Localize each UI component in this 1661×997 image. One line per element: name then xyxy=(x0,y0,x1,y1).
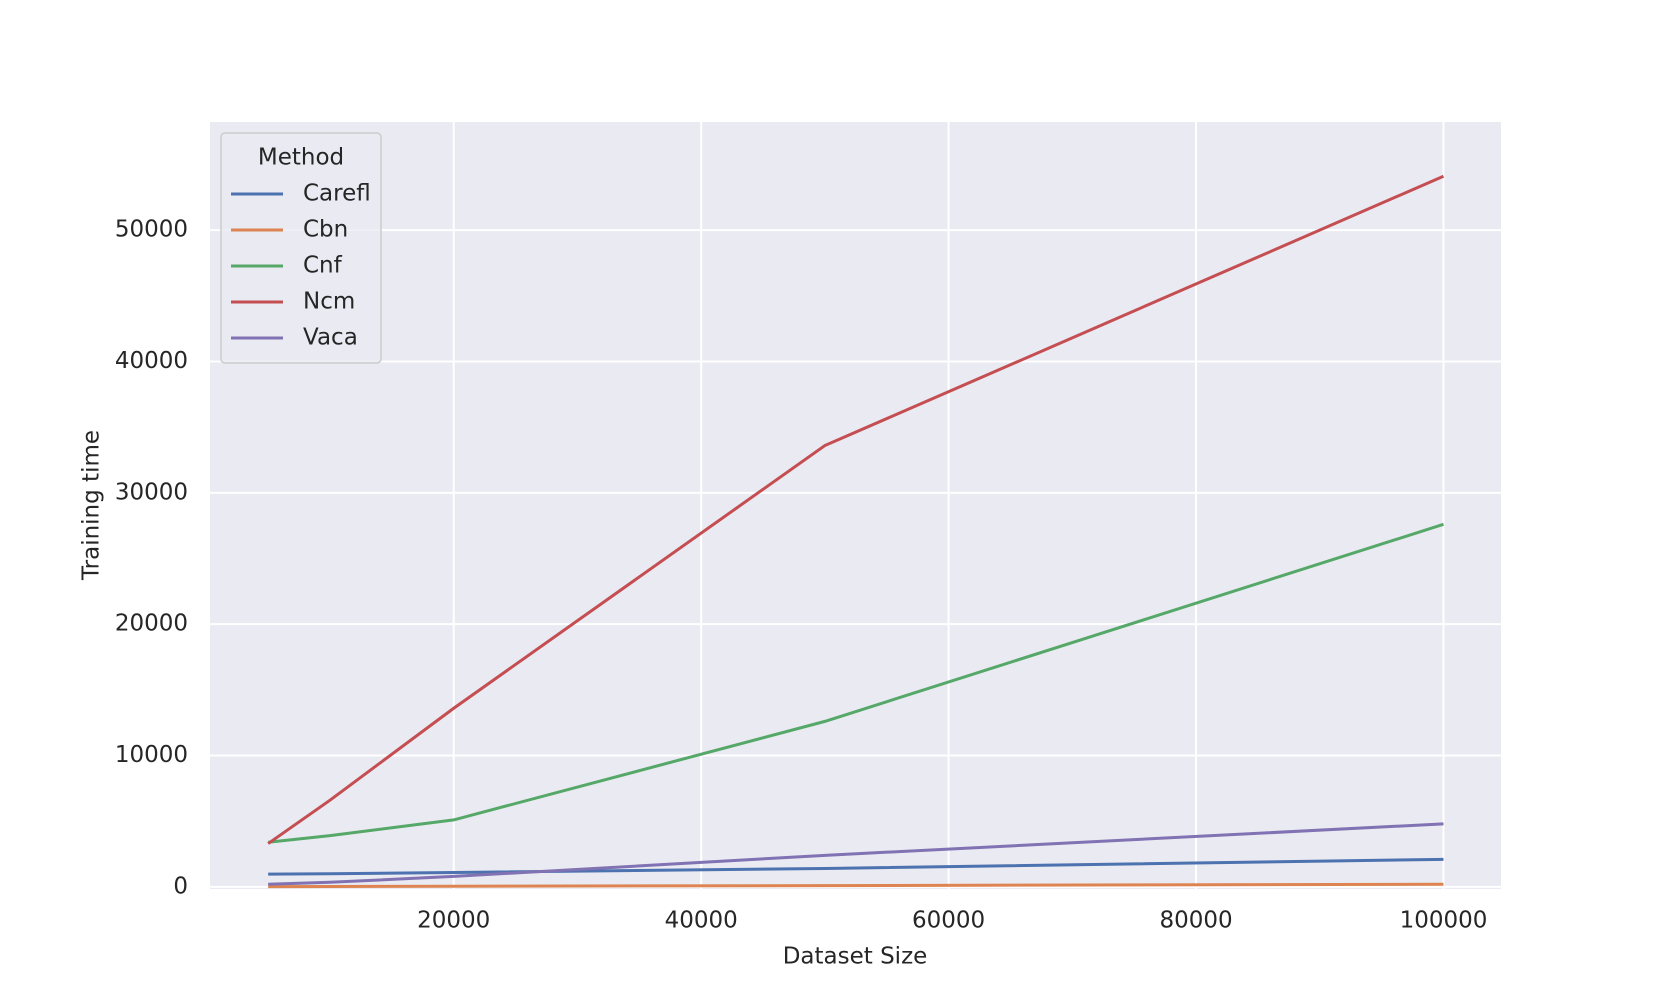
legend-title: Method xyxy=(258,145,344,171)
legend: Method Carefl Cbn Cnf Ncm Vaca xyxy=(220,132,382,364)
series-line xyxy=(268,822,1444,886)
y-tick-label: 50000 xyxy=(115,217,188,243)
x-axis-label: Dataset Size xyxy=(783,944,928,970)
lines xyxy=(267,174,1445,889)
legend-label: Carefl xyxy=(303,181,371,207)
y-tick-label: 20000 xyxy=(115,611,188,637)
x-tick-label: 60000 xyxy=(912,908,985,934)
series-line xyxy=(268,882,1444,889)
legend-box xyxy=(220,132,382,364)
y-tick-label: 0 xyxy=(173,873,188,899)
legend-label: Vaca xyxy=(303,325,358,351)
y-tick-label: 40000 xyxy=(115,348,188,374)
grid xyxy=(210,122,1501,889)
x-tick-label: 100000 xyxy=(1400,908,1488,934)
x-tick-label: 40000 xyxy=(665,908,738,934)
plot-area xyxy=(210,122,1501,889)
x-tick-label: 20000 xyxy=(417,908,490,934)
legend-label: Cnf xyxy=(303,253,343,279)
series-line xyxy=(267,522,1444,844)
series-line xyxy=(267,174,1445,845)
x-tick-label: 80000 xyxy=(1159,908,1232,934)
y-axis-label: Training time xyxy=(79,430,105,581)
legend-label: Ncm xyxy=(303,289,355,315)
y-tick-label: 30000 xyxy=(115,479,188,505)
legend-label: Cbn xyxy=(303,217,348,243)
series-line xyxy=(268,857,1444,876)
y-tick-label: 10000 xyxy=(115,742,188,768)
ticks: 20000 40000 60000 80000 100000 0 10000 20000 300… xyxy=(115,217,1488,934)
